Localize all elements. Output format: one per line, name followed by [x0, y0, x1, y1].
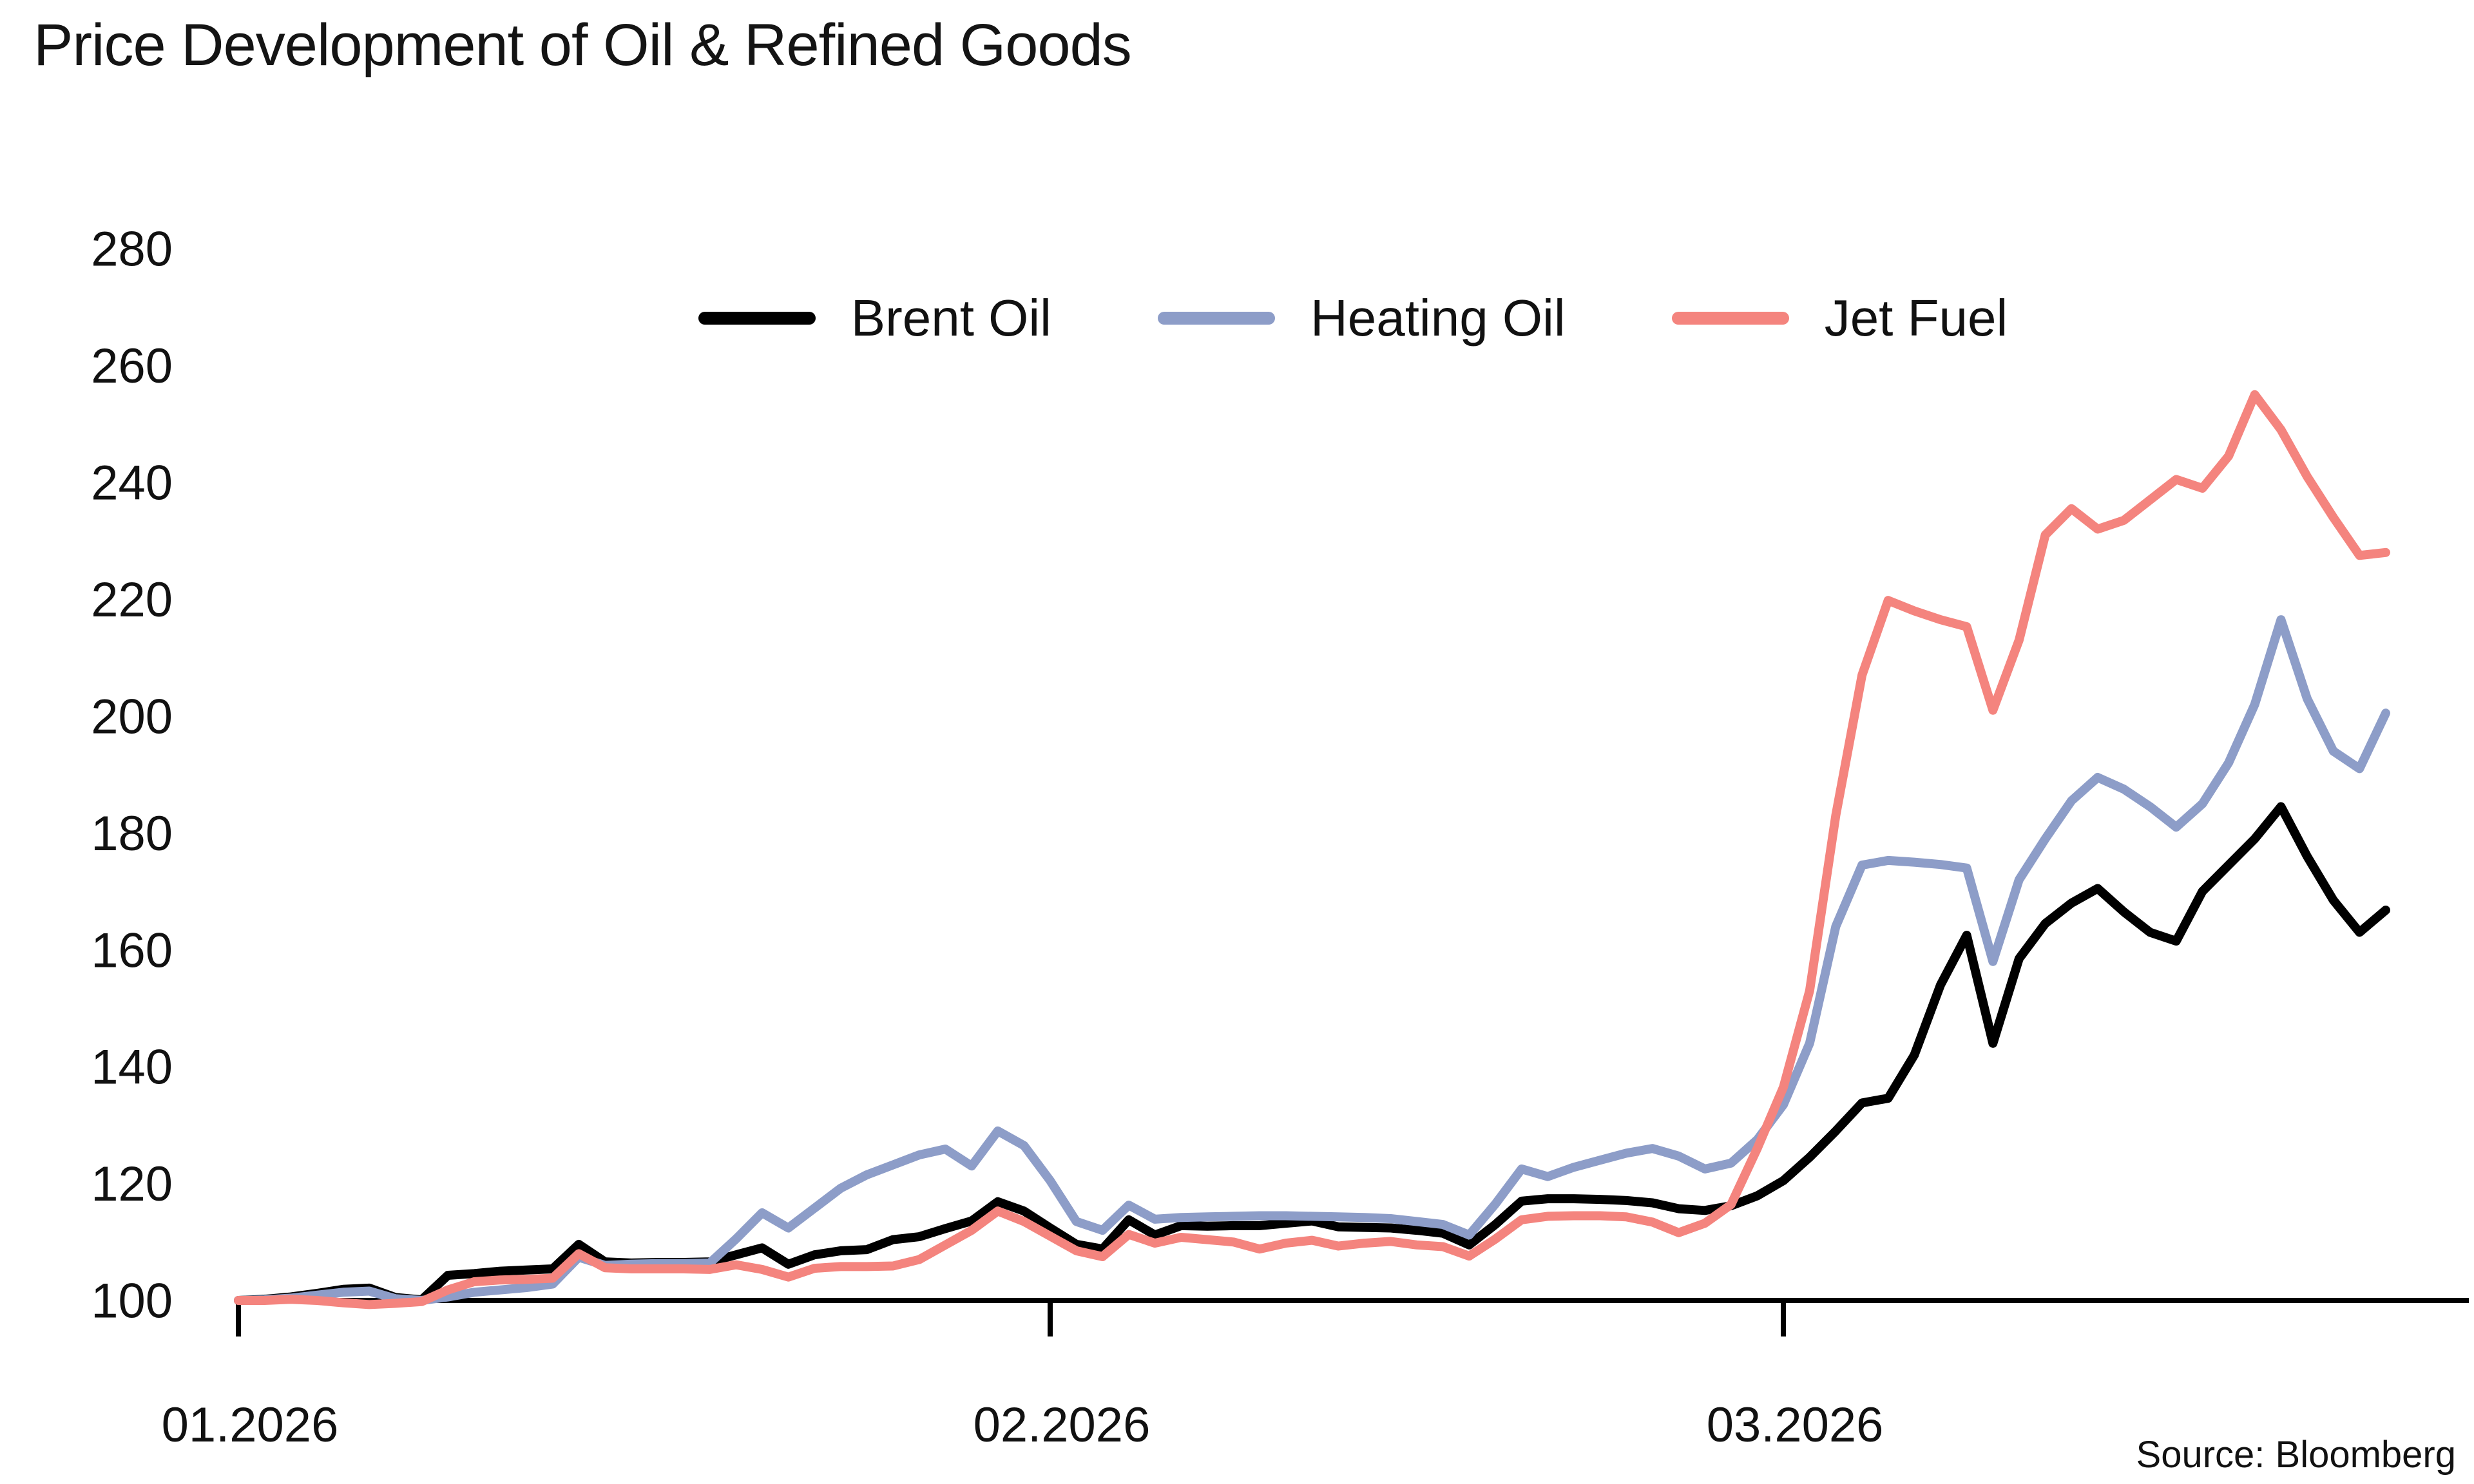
legend-item-brent-oil: Brent Oil — [698, 289, 1051, 348]
y-axis-label-240: 240 — [91, 456, 173, 511]
legend-item-heating-oil: Heating Oil — [1157, 289, 1566, 348]
heating-oil-swatch-icon — [1157, 312, 1275, 325]
y-axis-label-160: 160 — [91, 923, 173, 978]
legend-label-heating-oil: Heating Oil — [1310, 289, 1566, 347]
page-title: Price Development of Oil & Refined Goods — [34, 12, 1132, 78]
legend-label-brent-oil: Brent Oil — [850, 289, 1051, 347]
x-axis-label-02-2026: 02.2026 — [973, 1398, 1151, 1452]
y-axis-label-260: 260 — [91, 339, 173, 394]
legend-item-jet-fuel: Jet Fuel — [1671, 289, 2008, 348]
x-axis-label-01-2026: 01.2026 — [162, 1398, 339, 1452]
y-axis-label-100: 100 — [91, 1274, 173, 1329]
y-axis-label-280: 280 — [91, 222, 173, 277]
heating-oil-line — [234, 615, 2390, 1305]
legend: Brent Oil Heating Oil Jet Fuel — [238, 289, 2468, 348]
jet-fuel-swatch-icon — [1671, 312, 1789, 325]
legend-label-jet-fuel: Jet Fuel — [1824, 289, 2008, 347]
brent-oil-swatch-icon — [698, 312, 816, 325]
y-axis-label-120: 120 — [91, 1157, 173, 1212]
source-attribution: Source: Bloomberg — [2136, 1434, 2456, 1476]
y-axis-label-220: 220 — [91, 573, 173, 627]
y-axis-label-140: 140 — [91, 1040, 173, 1095]
x-axis-label-03-2026: 03.2026 — [1707, 1398, 1884, 1452]
brent-oil-line — [234, 802, 2390, 1305]
y-axis-label-180: 180 — [91, 806, 173, 861]
jet-fuel-line — [234, 390, 2390, 1309]
y-axis-label-200: 200 — [91, 689, 173, 744]
